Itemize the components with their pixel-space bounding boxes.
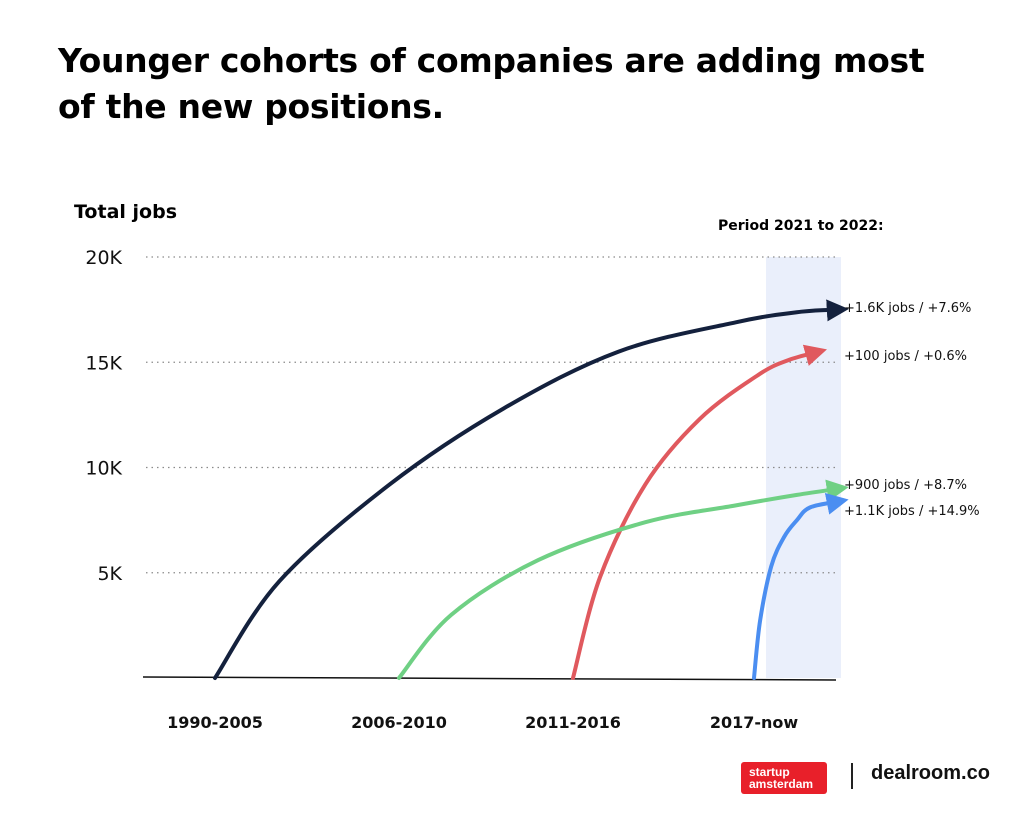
y-tick-label: 10K bbox=[85, 458, 122, 480]
x-axis-ticks: 1990-2005 2006-2010 2011-2016 2017-now bbox=[167, 713, 798, 732]
chart-title: Younger cohorts of companies are adding … bbox=[58, 41, 925, 126]
y-tick-label: 15K bbox=[85, 352, 122, 374]
dealroom-logo: dealroom.co bbox=[871, 762, 990, 784]
logo-line-2: amsterdam bbox=[749, 777, 814, 791]
series-change-label: +1.1K jobs / +14.9% bbox=[844, 504, 980, 519]
y-axis-ticks: 5K 10K 15K 20K bbox=[85, 247, 122, 585]
series-change-label: +100 jobs / +0.6% bbox=[844, 349, 967, 364]
period-label: Period 2021 to 2022: bbox=[718, 218, 884, 234]
logo-line-1: startup bbox=[749, 765, 790, 779]
series-line-1990-2005 bbox=[213, 299, 849, 680]
series-change-label: +900 jobs / +8.7% bbox=[844, 478, 967, 493]
x-axis-line bbox=[142, 676, 837, 681]
x-tick-label: 2017-now bbox=[710, 713, 799, 732]
logo-separator bbox=[851, 763, 853, 789]
series-lines bbox=[213, 299, 849, 680]
x-tick-label: 2011-2016 bbox=[525, 713, 621, 732]
x-tick-label: 2006-2010 bbox=[351, 713, 447, 732]
series-change-labels: +1.6K jobs / +7.6% +100 jobs / +0.6% +900 … bbox=[844, 301, 980, 519]
series-change-label: +1.6K jobs / +7.6% bbox=[844, 301, 971, 316]
series-line-2011-2016 bbox=[571, 344, 827, 680]
y-axis-label: Total jobs bbox=[74, 201, 177, 223]
y-tick-label: 5K bbox=[97, 563, 122, 585]
startup-amsterdam-logo: startup amsterdam bbox=[741, 762, 827, 794]
y-tick-label: 20K bbox=[85, 247, 122, 269]
period-highlight-band bbox=[766, 257, 841, 678]
series-line-2017-now bbox=[752, 492, 849, 680]
series-line-2006-2010 bbox=[397, 479, 849, 680]
x-tick-label: 1990-2005 bbox=[167, 713, 263, 732]
